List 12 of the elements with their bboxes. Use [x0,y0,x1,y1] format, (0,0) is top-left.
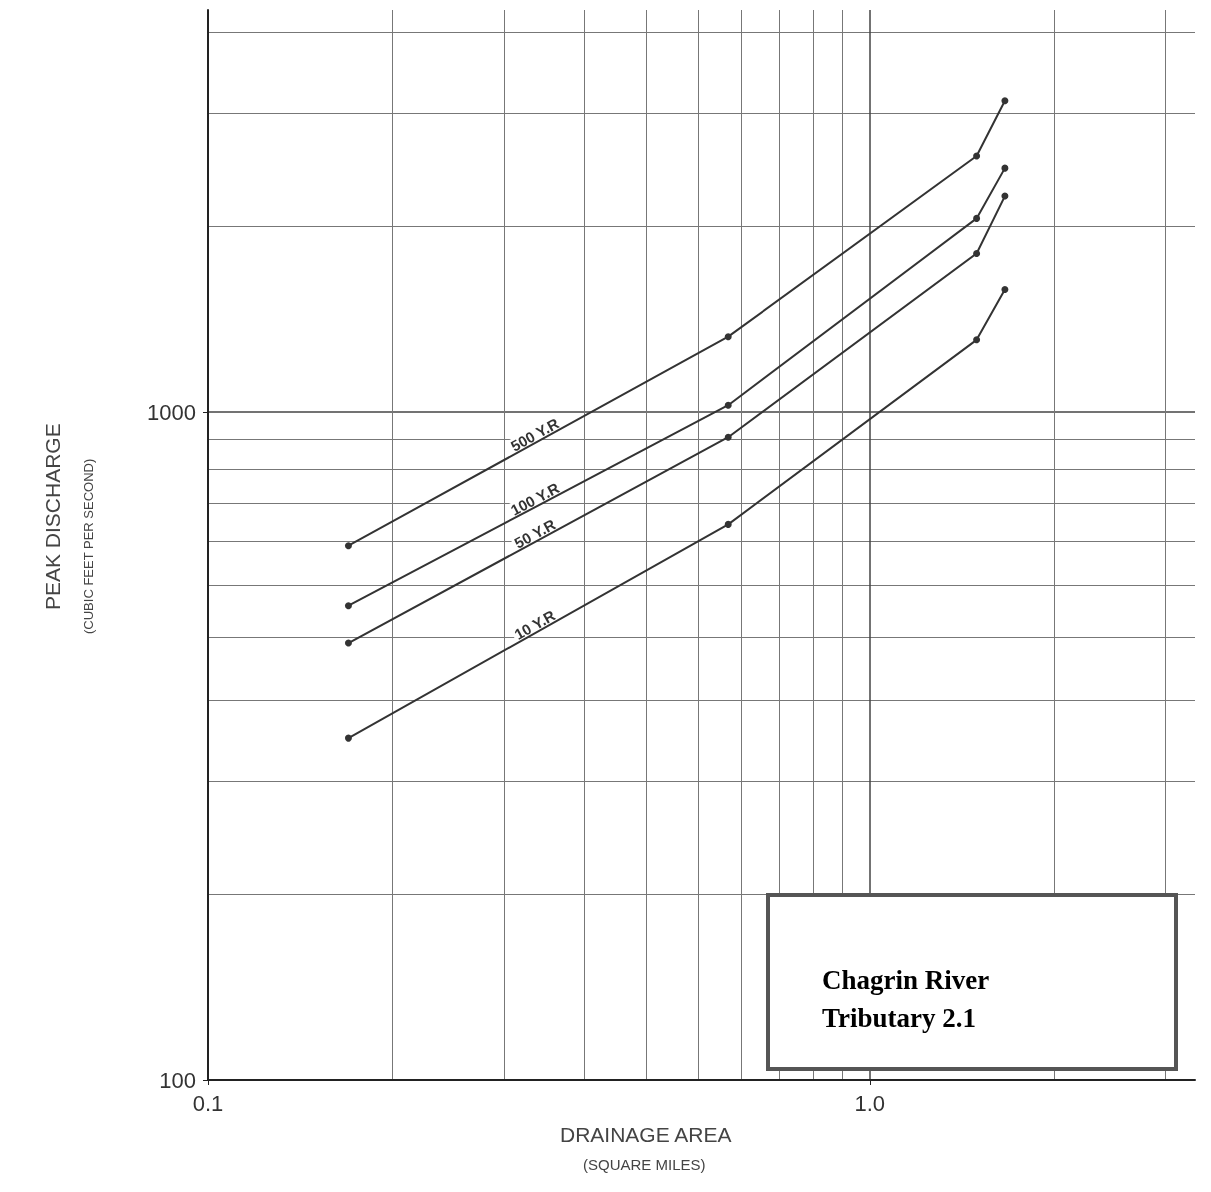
y-tick-label: 100 [159,1067,196,1093]
text: 50 Y.R [511,515,559,552]
note-box: Chagrin River Tributary 2.1 [766,893,1178,1071]
y-tick-label: 1000 [147,399,196,425]
text: 500 Y.R [507,414,562,455]
text: 10 Y.R [511,606,559,643]
x-tick-label: 0.1 [192,1090,224,1116]
text: 100 Y.R [507,479,563,519]
y-axis-title: PEAK DISCHARGE (CUBIC FEET PER SECOND) [40,423,96,634]
x-tick-label: 1.0 [854,1090,886,1116]
annotation: Chagrin River Tributary 2.1 [822,964,990,1035]
x-axis-title: DRAINAGE AREA (SQUARE MILES) [560,1123,732,1173]
